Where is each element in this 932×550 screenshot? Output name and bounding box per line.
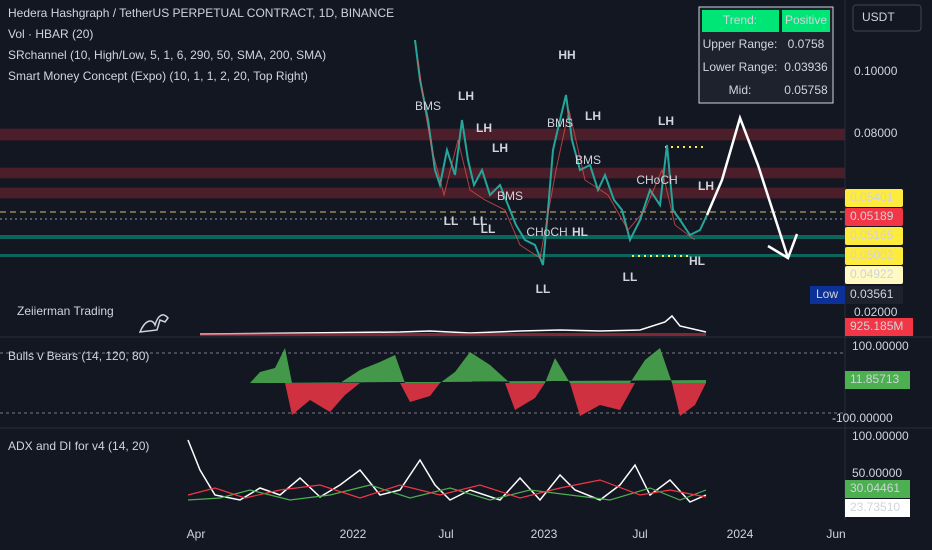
table-value: 0.0758 bbox=[788, 37, 825, 51]
indicator-axis: 50.00000 bbox=[852, 466, 902, 480]
time-axis-label: Apr bbox=[187, 527, 206, 541]
structure-label: HL bbox=[572, 225, 588, 239]
structure-label: BMS bbox=[497, 189, 523, 203]
indicator-tag: 30.04461 bbox=[850, 481, 900, 495]
price-tag: 0.05002 bbox=[850, 248, 894, 262]
arrow-head bbox=[767, 233, 799, 260]
table-value: 0.03936 bbox=[784, 60, 828, 74]
zones bbox=[0, 0, 932, 520]
structure-label: LL bbox=[481, 222, 496, 236]
table-label: Upper Range: bbox=[703, 37, 778, 51]
structure-label: HH bbox=[558, 48, 575, 62]
price-tag-bg bbox=[845, 227, 903, 245]
price-axis-label: 0.02000 bbox=[854, 305, 898, 319]
legend-line: Vol · HBAR (20) bbox=[8, 27, 93, 41]
trend-cell bbox=[702, 10, 779, 32]
structure-label: BMS bbox=[547, 116, 573, 130]
structure-label: LL bbox=[623, 270, 638, 284]
time-axis-label: 2023 bbox=[531, 527, 558, 541]
legend-line: SRchannel (10, High/Low, 5, 1, 6, 290, 5… bbox=[8, 48, 326, 62]
bears-area bbox=[285, 383, 706, 416]
structure-label: LH bbox=[585, 109, 601, 123]
indicator-tag: 11.85713 bbox=[850, 372, 899, 386]
structure-label: LL bbox=[473, 214, 488, 228]
time-axis-label: Jul bbox=[438, 527, 453, 541]
table-label: Mid: bbox=[729, 83, 752, 97]
legend-line: Hedera Hashgraph / TetherUS PERPETUAL CO… bbox=[8, 6, 394, 20]
volume-tag: 925.185M bbox=[850, 319, 903, 333]
table-label: Trend: bbox=[723, 13, 757, 27]
trend-value-cell bbox=[782, 10, 830, 32]
price-tag: 0.05189 bbox=[850, 209, 894, 223]
table-value: 0.05758 bbox=[784, 83, 828, 97]
low-tag-value-bg bbox=[845, 286, 903, 304]
structure-label: LH bbox=[698, 179, 714, 193]
structure-label: LH bbox=[658, 114, 674, 128]
currency[interactable]: USDT bbox=[862, 10, 895, 24]
indicator-axis: 100.00000 bbox=[852, 339, 909, 353]
watermark: Zeiierman Trading bbox=[17, 304, 114, 318]
structure-label: LH bbox=[458, 89, 474, 103]
low-value: 0.03561 bbox=[850, 287, 894, 301]
table-value: Positive bbox=[785, 13, 827, 27]
currency-button[interactable] bbox=[852, 4, 922, 32]
structure-label: LL bbox=[444, 214, 459, 228]
indicator-tag: 23.73510 bbox=[850, 500, 900, 514]
price-tag-bg bbox=[845, 208, 903, 226]
indicator-title: Bulls v Bears (14, 120, 80) bbox=[8, 349, 149, 363]
table-label: Lower Range: bbox=[703, 60, 778, 74]
legend-line: Smart Money Concept (Expo) (10, 1, 1, 2,… bbox=[8, 69, 308, 83]
price-tag-bg bbox=[845, 266, 903, 284]
structure-label: LL bbox=[536, 282, 551, 296]
time-axis-label: 2022 bbox=[340, 527, 367, 541]
structure-label: LH bbox=[492, 141, 508, 155]
adx-line bbox=[187, 439, 707, 503]
structure-label: HL bbox=[689, 254, 705, 268]
indicator-axis: -100.00000 bbox=[832, 411, 893, 425]
time-axis-label: Jul bbox=[632, 527, 647, 541]
price-tag: 0.04922 bbox=[850, 267, 894, 281]
price-axis-label: 0.08000 bbox=[854, 126, 898, 140]
projection-arrow bbox=[705, 114, 790, 259]
volume-bars bbox=[200, 333, 706, 336]
volume bbox=[199, 314, 707, 335]
price-tag: 0.05165 bbox=[850, 228, 894, 242]
price-wicks bbox=[417, 59, 696, 259]
structure-label: CHoCH bbox=[636, 173, 677, 187]
indicator-title: ADX and DI for v4 (14, 20) bbox=[8, 439, 149, 453]
di-minus bbox=[187, 479, 707, 499]
time-axis-label: Jun bbox=[826, 527, 845, 541]
structure-label: CHoCH bbox=[526, 225, 567, 239]
indicator-tag-bg bbox=[845, 499, 910, 517]
structure-label: LH bbox=[476, 121, 492, 135]
price-tag: 0.05401 bbox=[850, 190, 894, 204]
low-label: Low bbox=[816, 287, 838, 301]
volume-tag-bg bbox=[845, 318, 913, 336]
indicator-axis: 100.00000 bbox=[852, 429, 909, 443]
price-tag-bg bbox=[845, 189, 903, 207]
bulls-area bbox=[250, 348, 706, 383]
price-line bbox=[414, 39, 708, 266]
indicator-tag-bg bbox=[845, 371, 910, 389]
structure-label: BMS bbox=[575, 153, 601, 167]
watermark-icon bbox=[138, 314, 169, 333]
price-tag-bg bbox=[845, 247, 903, 265]
time-axis-label: 2024 bbox=[727, 527, 754, 541]
indicator-tag-bg bbox=[845, 480, 910, 498]
price-axis-label: 0.10000 bbox=[854, 64, 898, 78]
structure-label: BMS bbox=[415, 99, 441, 113]
